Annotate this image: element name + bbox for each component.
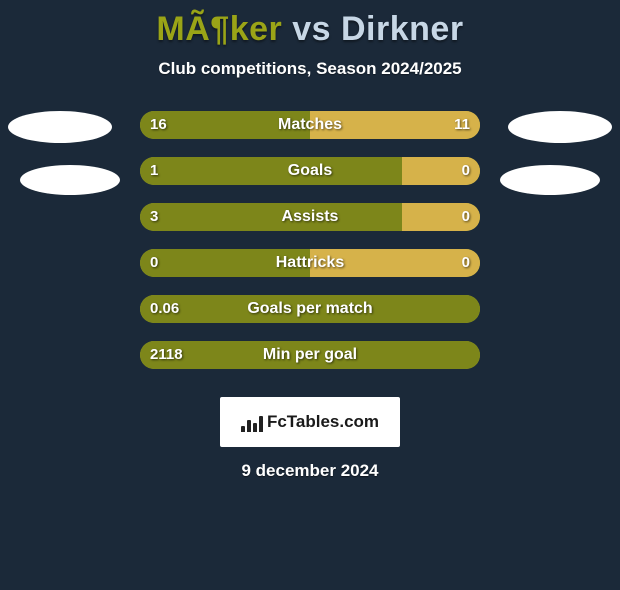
stat-bar: 0.06 Goals per match: [140, 295, 480, 323]
stat-bar-right: [310, 249, 480, 277]
stat-row: 16 Matches 11: [0, 111, 620, 157]
stat-bar: 3 Assists 0: [140, 203, 480, 231]
stat-bar-right: [402, 157, 480, 185]
stat-bar-left: [140, 157, 402, 185]
title-vs: vs: [292, 10, 331, 48]
brand-badge: FcTables.com: [220, 397, 400, 447]
stat-bar: 1 Goals 0: [140, 157, 480, 185]
brand-text: FcTables.com: [267, 412, 379, 432]
stat-row: 2118 Min per goal: [0, 341, 620, 387]
stat-row: 0 Hattricks 0: [0, 249, 620, 295]
stat-bar-left: [140, 341, 480, 369]
stat-bar-left: [140, 111, 310, 139]
date-label: 9 december 2024: [0, 461, 620, 481]
stat-bar: 16 Matches 11: [140, 111, 480, 139]
stat-row: 3 Assists 0: [0, 203, 620, 249]
title-player2: Dirkner: [341, 10, 464, 48]
bar-chart-icon: [241, 412, 263, 432]
stat-bar-right: [402, 203, 480, 231]
stat-bar-left: [140, 295, 480, 323]
comparison-chart: 16 Matches 11 1 Goals 0 3 Assists 0 0 Ha…: [0, 111, 620, 387]
stat-bar-left: [140, 203, 402, 231]
stat-bar-right: [310, 111, 480, 139]
title-player1: MÃ¶ker: [156, 10, 282, 48]
stat-row: 0.06 Goals per match: [0, 295, 620, 341]
stat-row: 1 Goals 0: [0, 157, 620, 203]
stat-bar: 2118 Min per goal: [140, 341, 480, 369]
stat-bar: 0 Hattricks 0: [140, 249, 480, 277]
stat-bar-left: [140, 249, 310, 277]
subtitle: Club competitions, Season 2024/2025: [0, 59, 620, 79]
page-title: MÃ¶ker vs Dirkner: [0, 10, 620, 49]
